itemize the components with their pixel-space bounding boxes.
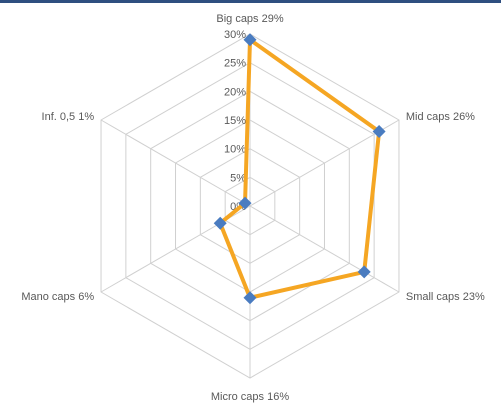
data-point-marker xyxy=(357,265,371,279)
series-layer xyxy=(213,33,386,305)
data-point-marker xyxy=(213,216,227,230)
axis-tick-label: 15% xyxy=(224,115,246,127)
category-label: Inf. 0,5 1% xyxy=(42,111,95,123)
category-label: Small caps 23% xyxy=(406,291,485,303)
axis-tick-label: 5% xyxy=(230,172,246,184)
series-line xyxy=(218,37,382,300)
axis-tick-label: 30% xyxy=(224,29,246,41)
grid-spoke xyxy=(249,119,400,207)
category-label: Mano caps 6% xyxy=(21,291,94,303)
data-point-marker xyxy=(243,33,257,47)
category-label: Mid caps 26% xyxy=(406,111,475,123)
grid-spoke xyxy=(100,119,251,207)
top-border xyxy=(0,0,501,3)
category-labels: Big caps 29% Mid caps 26% Small caps 23% Mi… xyxy=(21,13,485,403)
data-point-marker xyxy=(372,124,386,138)
axis-tick-label: 20% xyxy=(224,86,246,98)
axis-tick-label: 25% xyxy=(224,58,246,70)
category-label: Micro caps 16% xyxy=(211,391,289,403)
radar-grid xyxy=(100,33,400,379)
data-point-marker xyxy=(243,291,257,305)
category-label: Big caps 29% xyxy=(216,13,283,25)
grid-spoke xyxy=(249,205,400,293)
axis-tick-label: 10% xyxy=(224,144,246,156)
data-point-marker xyxy=(238,196,252,210)
